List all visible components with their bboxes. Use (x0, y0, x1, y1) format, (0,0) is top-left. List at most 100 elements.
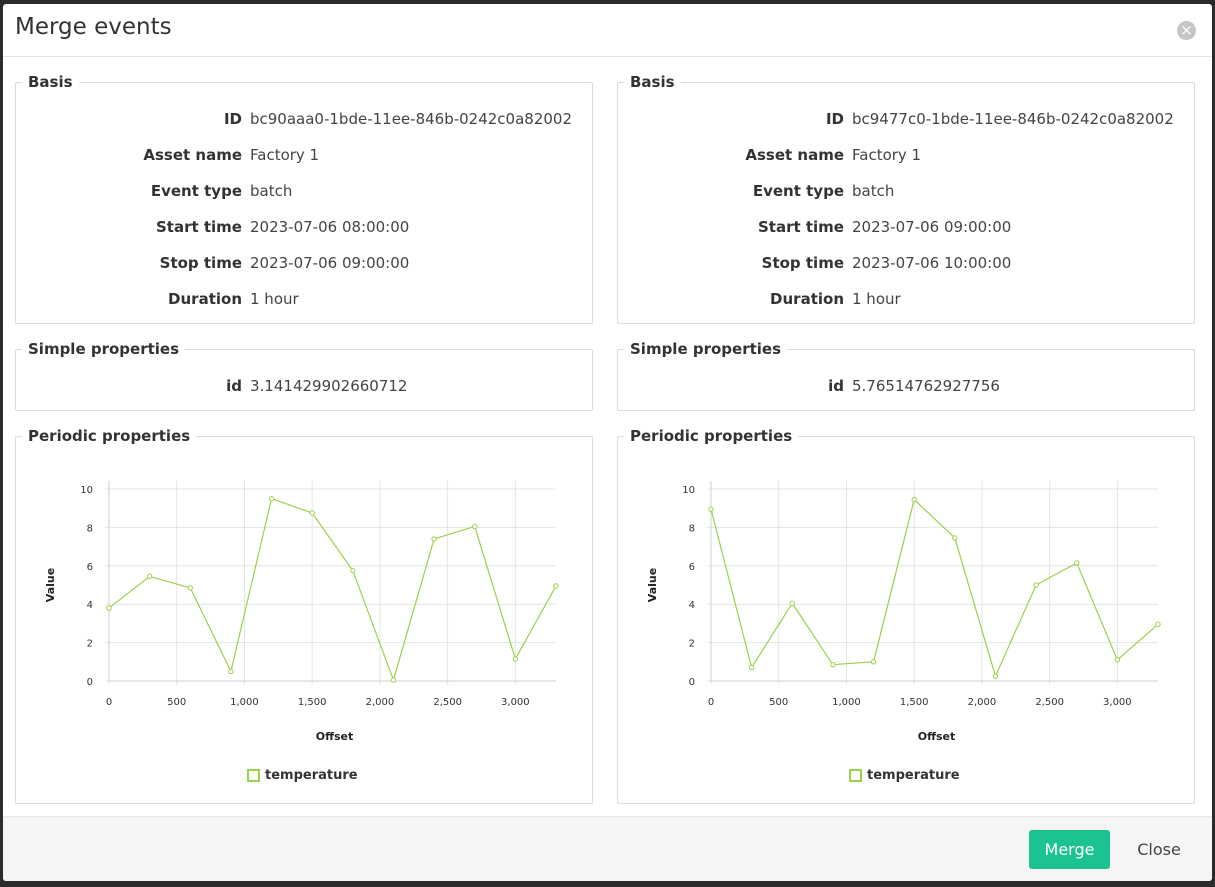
data-point (1155, 621, 1161, 628)
basis-row-value: 2023-07-06 10:00:00 (852, 254, 1012, 272)
x-tick-label: 500 (167, 697, 186, 708)
data-point (870, 659, 877, 665)
data-point (789, 600, 795, 606)
y-tick-label: 4 (689, 600, 695, 611)
dialog-title: Merge events (15, 14, 172, 40)
merge-button[interactable]: Merge (1029, 830, 1110, 869)
x-tick-label: 2,000 (366, 697, 395, 708)
data-point (708, 506, 714, 512)
basis-row-label: Stop time (761, 254, 844, 272)
x-tick-label: 2,000 (968, 697, 997, 708)
basis-row: Duration 1 hour (618, 288, 1194, 310)
basis-row-value: Factory 1 (250, 146, 320, 164)
y-tick-label: 8 (87, 523, 93, 534)
basis-legend: Basis (22, 70, 79, 94)
data-point (748, 664, 755, 671)
basis-row-label: Start time (757, 218, 844, 236)
data-point (992, 673, 999, 679)
periodic-chart: 0 500 1,000 1,500 2,000 2,500 3,000 0 2 4 6 8 10 Offs… (646, 481, 1161, 743)
data-point (512, 656, 519, 662)
simple-property-label: id (226, 377, 242, 395)
simple-property-value: 3.141429902660712 (250, 377, 408, 395)
basis-row: ID bc90aaa0-1bde-11ee-846b-0242c0a82002 (16, 108, 592, 130)
dialog-header: Merge events × (3, 4, 1212, 57)
data-point (146, 573, 153, 580)
data-point (553, 583, 559, 589)
basis-row-value: batch (852, 182, 895, 200)
simple-properties-fieldset-right: Simple properties id 5.76514762927756 (617, 337, 1195, 411)
data-point (1033, 582, 1039, 588)
data-point (228, 668, 234, 675)
basis-row-value: 2023-07-06 09:00:00 (852, 218, 1012, 236)
chart-legend-label: temperature (867, 768, 960, 783)
x-tick-label: 3,000 (1103, 697, 1132, 708)
periodic-properties-legend: Periodic properties (22, 424, 197, 448)
data-point (1074, 560, 1080, 566)
series-line (108, 497, 557, 682)
chart-legend-label: temperature (265, 768, 358, 783)
y-tick-label: 10 (682, 485, 695, 496)
basis-row: Asset name Factory 1 (618, 144, 1194, 166)
simple-properties-legend: Simple properties (624, 337, 788, 361)
basis-row: Event type batch (16, 180, 592, 202)
data-point (187, 585, 193, 591)
x-tick-label: 0 (106, 697, 112, 708)
basis-row-label: Duration (770, 290, 844, 308)
chart-legend-item[interactable]: temperature (247, 768, 358, 783)
basis-row-label: Event type (150, 182, 242, 200)
data-point (106, 605, 112, 611)
data-point (350, 567, 356, 574)
basis-row-value: bc9477c0-1bde-11ee-846b-0242c0a82002 (852, 110, 1174, 128)
simple-property-value: 5.76514762927756 (852, 377, 1000, 395)
dialog-footer: Merge Close (3, 816, 1212, 881)
y-tick-label: 6 (689, 562, 695, 573)
basis-row: Event type batch (618, 180, 1194, 202)
basis-row-label: ID (223, 110, 242, 128)
y-tick-label: 8 (689, 523, 695, 534)
x-tick-label: 1,000 (230, 697, 259, 708)
periodic-properties-fieldset-right: Periodic properties 0 500 1,000 1,500 2,000 2… (617, 424, 1195, 804)
basis-row: Start time 2023-07-06 09:00:00 (618, 216, 1194, 238)
merge-events-dialog: Merge events × Basis ID bc90aaa0-1bde-11… (3, 4, 1212, 881)
data-point (431, 536, 437, 542)
basis-row-label: Duration (168, 290, 242, 308)
basis-row-value: 1 hour (250, 290, 299, 308)
basis-row-value: 2023-07-06 09:00:00 (250, 254, 410, 272)
simple-properties-legend: Simple properties (22, 337, 186, 361)
basis-fieldset-left: Basis ID bc90aaa0-1bde-11ee-846b-0242c0a… (15, 70, 593, 324)
basis-row-value: 2023-07-06 08:00:00 (250, 218, 410, 236)
y-tick-label: 4 (87, 600, 93, 611)
basis-row-label: Event type (752, 182, 844, 200)
legend-swatch-icon (849, 769, 862, 782)
x-tick-label: 3,000 (501, 697, 530, 708)
periodic-properties-fieldset-left: Periodic properties 0 500 1,000 1,500 2,000 2… (15, 424, 593, 804)
basis-row: Stop time 2023-07-06 10:00:00 (618, 252, 1194, 274)
close-icon[interactable]: × (1177, 21, 1196, 40)
basis-row: Stop time 2023-07-06 09:00:00 (16, 252, 592, 274)
simple-property-row: id 3.141429902660712 (16, 375, 592, 397)
basis-row-label: Stop time (159, 254, 242, 272)
x-tick-label: 500 (769, 697, 788, 708)
x-tick-label: 1,500 (298, 697, 327, 708)
simple-property-row: id 5.76514762927756 (618, 375, 1194, 397)
data-point (390, 677, 397, 683)
data-point (952, 535, 958, 541)
basis-row-value: Factory 1 (852, 146, 922, 164)
y-tick-label: 2 (87, 639, 93, 650)
x-tick-label: 1,000 (832, 697, 861, 708)
basis-row-label: Asset name (745, 146, 844, 164)
basis-legend: Basis (624, 70, 681, 94)
x-tick-label: 2,500 (433, 697, 462, 708)
basis-row-label: ID (825, 110, 844, 128)
y-tick-label: 0 (87, 677, 93, 688)
chart-legend-item[interactable]: temperature (849, 768, 960, 783)
y-tick-label: 2 (689, 639, 695, 650)
data-point (911, 496, 917, 503)
close-button[interactable]: Close (1121, 830, 1197, 869)
y-axis-title: Value (646, 568, 659, 602)
periodic-properties-legend: Periodic properties (624, 424, 799, 448)
simple-properties-fieldset-left: Simple properties id 3.141429902660712 (15, 337, 593, 411)
basis-row-value: bc90aaa0-1bde-11ee-846b-0242c0a82002 (250, 110, 573, 128)
data-point (268, 495, 275, 502)
x-axis-title: Offset (316, 730, 354, 743)
